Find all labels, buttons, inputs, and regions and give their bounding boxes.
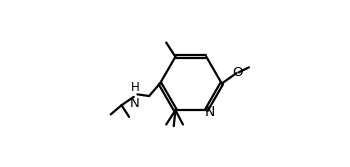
Text: H: H	[131, 80, 139, 94]
Text: O: O	[232, 66, 243, 79]
Text: N: N	[130, 97, 140, 110]
Text: N: N	[205, 105, 215, 119]
